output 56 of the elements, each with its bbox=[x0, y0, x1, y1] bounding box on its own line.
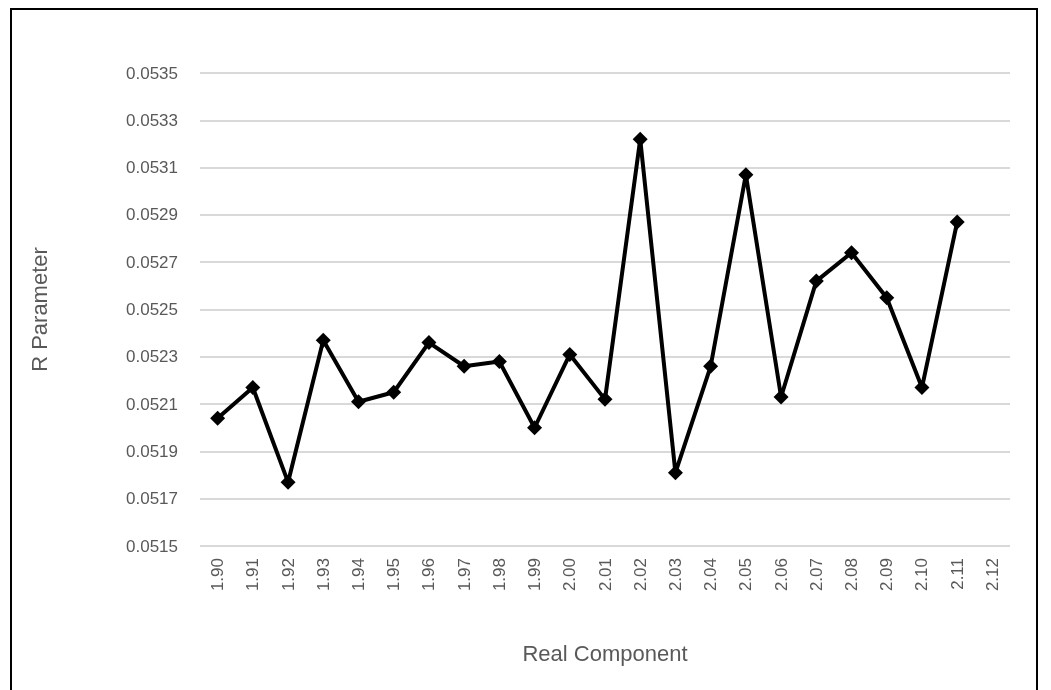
x-tick-label: 2.02 bbox=[630, 558, 650, 592]
point bbox=[421, 335, 437, 351]
point bbox=[703, 358, 719, 374]
y-tick-label: 0.0519 bbox=[126, 441, 178, 461]
x-tick-label: 1.94 bbox=[348, 558, 368, 592]
x-axis-title: Real Component bbox=[522, 640, 688, 666]
x-tick-label: 2.09 bbox=[877, 558, 897, 592]
y-tick-label: 0.0521 bbox=[126, 394, 178, 414]
point bbox=[245, 380, 261, 396]
point bbox=[597, 391, 613, 407]
x-tick-label: 2.06 bbox=[771, 558, 791, 592]
point bbox=[949, 214, 965, 230]
x-tick-label: 1.96 bbox=[419, 558, 439, 592]
y-tick-label: 0.0515 bbox=[126, 536, 178, 556]
x-tick-label: 1.92 bbox=[278, 558, 298, 592]
y-tick-label: 0.0535 bbox=[126, 63, 178, 83]
x-tick-label: 2.07 bbox=[806, 558, 826, 592]
point bbox=[527, 420, 543, 436]
x-tick-label: 1.93 bbox=[313, 558, 333, 592]
y-tick-label: 0.0517 bbox=[126, 489, 178, 509]
y-tick-label: 0.0533 bbox=[126, 110, 178, 130]
point bbox=[667, 465, 683, 481]
point bbox=[914, 380, 930, 396]
point bbox=[350, 394, 366, 410]
x-tick-label: 2.08 bbox=[842, 558, 862, 592]
point bbox=[210, 410, 226, 426]
x-tick-label: 2.12 bbox=[982, 558, 1002, 592]
x-tick-label: 2.04 bbox=[701, 558, 721, 592]
x-tick-label: 1.97 bbox=[454, 558, 474, 592]
x-tick-label: 2.03 bbox=[665, 558, 685, 592]
point bbox=[315, 332, 331, 348]
y-tick-label: 0.0523 bbox=[126, 347, 178, 367]
y-tick-label: 0.0531 bbox=[126, 158, 178, 178]
y-tick-label: 0.0529 bbox=[126, 205, 178, 225]
y-axis-title: R Parameter bbox=[26, 247, 52, 372]
x-tick-label: 1.90 bbox=[208, 558, 228, 592]
x-tick-label: 2.11 bbox=[947, 558, 967, 590]
point bbox=[844, 245, 860, 261]
point bbox=[280, 474, 296, 490]
point bbox=[562, 346, 578, 362]
x-tick-label: 1.91 bbox=[243, 558, 263, 592]
point bbox=[632, 131, 648, 147]
x-tick-label: 2.00 bbox=[560, 558, 580, 592]
x-tick-label: 2.01 bbox=[595, 558, 615, 592]
y-tick-label: 0.0527 bbox=[126, 252, 178, 272]
point bbox=[879, 290, 895, 306]
x-tick-label: 2.05 bbox=[736, 558, 756, 592]
point bbox=[386, 384, 402, 400]
point bbox=[456, 358, 472, 374]
x-tick-label: 1.95 bbox=[384, 558, 404, 592]
point bbox=[808, 273, 824, 289]
x-tick-label: 2.10 bbox=[912, 558, 932, 592]
point bbox=[491, 354, 507, 370]
x-tick-label: 1.98 bbox=[489, 558, 509, 592]
y-tick-label: 0.0525 bbox=[126, 300, 178, 319]
x-tick-label: 1.99 bbox=[525, 558, 545, 592]
